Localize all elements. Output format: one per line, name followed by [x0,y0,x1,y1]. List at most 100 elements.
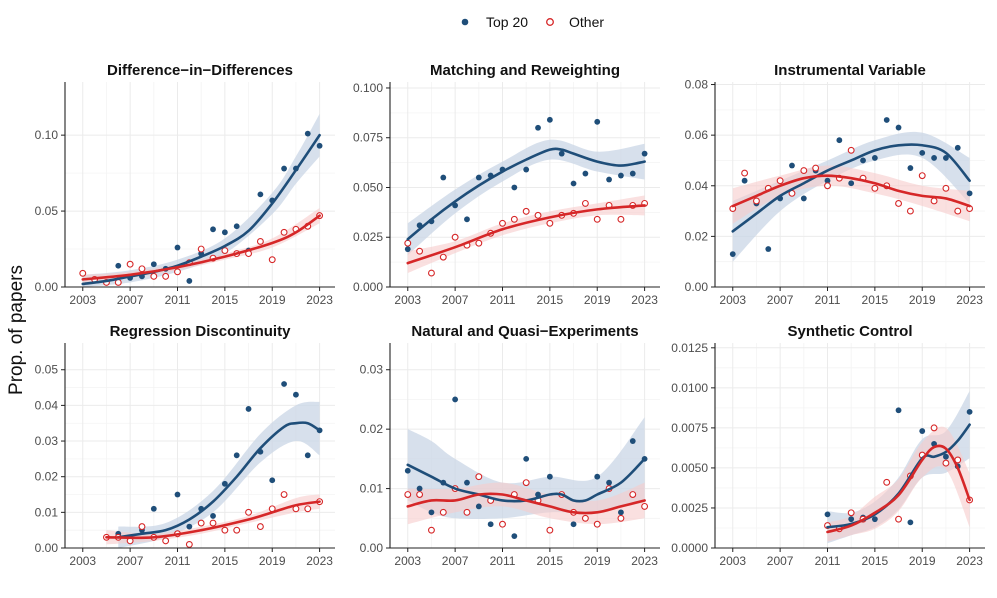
top20-point [428,509,435,516]
top20-point [115,262,122,269]
other-point [475,239,483,247]
other-confidence-band [732,165,970,224]
top20-point [304,130,311,137]
top20-point [245,406,252,412]
top20-point [800,195,807,202]
other-point [629,491,637,498]
x-tick-label: 2003 [394,554,421,568]
x-tick-label: 2011 [165,554,191,568]
legend-label-top20: Top 20 [486,14,528,30]
top20-point [895,124,902,131]
other-point [162,272,170,280]
top20-point [641,150,648,157]
other-confidence-band [407,195,645,274]
other-point [918,172,926,180]
other-point [593,520,601,528]
top20-point [824,511,831,518]
top20-point [464,479,470,486]
other-point [522,479,530,487]
other-point [245,508,253,516]
top20-point [281,381,287,387]
x-tick-label: 2023 [306,293,333,307]
panel-6: Synthetic Control 0.0000 0.0025 0.0050 0.007… [671,323,985,568]
other-point [534,211,542,219]
top20-point [233,223,240,230]
x-tick-label: 2015 [862,293,889,307]
x-tick-label: 2023 [956,554,983,568]
top20-point [269,477,276,484]
legend: Top 20 Other [461,14,604,30]
top20-point [871,155,878,161]
panel-1: Difference−in−Differences 0.00 0.05 0.10 200… [35,62,335,307]
top20-point [523,455,530,462]
other-point [439,508,447,516]
x-tick-label: 2007 [767,554,794,568]
other-point [847,509,855,517]
top20-point [221,480,228,487]
y-tick-label: 0.050 [353,180,383,194]
top20-point [966,408,973,415]
top20-point [729,251,736,257]
other-point [416,491,424,498]
panel-4: Regression Discontinuity 0.00 0.01 0.02 0.03… [35,323,335,568]
other-point [942,459,950,467]
top20-point [221,229,228,236]
top20-point [594,473,601,480]
top20-point [281,165,287,172]
y-tick-label: 0.100 [353,81,383,95]
top20-point [233,452,240,459]
y-tick-label: 0.10 [35,128,59,142]
top20-point [860,157,866,164]
x-tick-label: 2015 [537,554,564,568]
other-point [221,247,229,255]
y-axis-label: Prop. of papers [6,265,27,395]
top20-point [594,118,601,125]
top20-point [824,177,831,184]
other-point [871,184,879,192]
top20-point [440,174,447,181]
x-tick-label: 2023 [306,554,333,568]
other-point [197,245,205,253]
other-point [416,247,424,255]
y-tick-label: 0.02 [35,470,59,484]
panel-2: Matching and Reweighting 0.000 0.025 0.050 0… [353,62,660,307]
top20-point [883,117,890,123]
panel-5: Natural and Quasi−Experiments 0.00 0.01 0.0… [360,323,660,568]
top20-point [546,116,553,123]
y-tick-label: 0.01 [360,482,384,496]
x-tick-label: 2011 [165,293,191,307]
other-point [174,268,181,276]
top20-point [629,438,636,444]
other-point [404,491,412,498]
other-point [883,478,891,486]
y-tick-label: 0.075 [353,131,383,145]
top20-point [511,533,518,540]
y-tick-label: 0.05 [35,204,59,218]
x-tick-label: 2019 [259,293,286,307]
x-tick-label: 2003 [719,554,746,568]
x-tick-label: 2003 [69,554,96,568]
other-fit-line [81,214,321,281]
y-tick-label: 0.0050 [671,461,708,475]
panel-title: Instrumental Variable [774,62,926,79]
y-tick-label: 0.08 [685,78,709,92]
top20-confidence-band [407,139,645,256]
x-tick-label: 2019 [259,554,286,568]
x-tick-label: 2003 [69,293,96,307]
top20-point [511,184,518,191]
x-tick-label: 2023 [631,554,658,568]
top20-fit-line [116,421,321,539]
x-tick-label: 2007 [117,293,144,307]
other-point [150,272,158,280]
top20-point [210,226,216,233]
y-tick-label: 0.00 [35,280,59,294]
other-point [930,197,938,205]
top20-point [582,170,589,177]
top20-point [907,165,914,171]
top20-point [464,216,470,223]
top20-point [452,396,459,403]
other-point [463,508,471,516]
y-tick-label: 0.0025 [671,501,708,515]
other-confidence-band [827,426,970,542]
